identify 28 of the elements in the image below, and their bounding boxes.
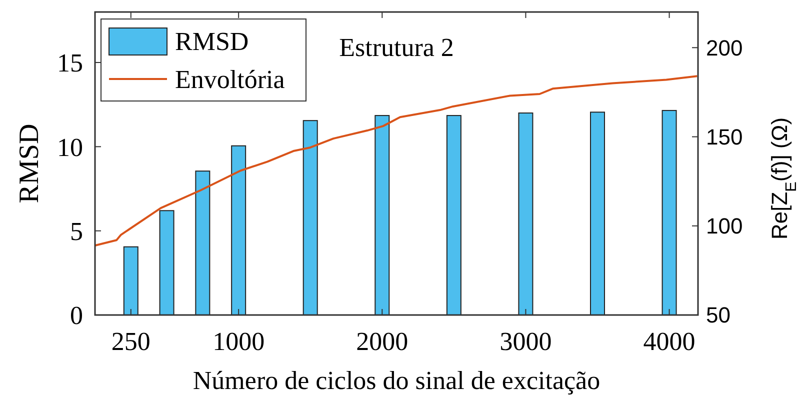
y2-tick-label: 200 [706, 35, 743, 60]
bar [518, 112, 534, 316]
x-tick-label: 1000 [212, 327, 265, 356]
annotation: Estrutura 2 [339, 33, 454, 62]
x-tick-label: 250 [111, 327, 150, 356]
bar [231, 145, 246, 316]
bar [159, 210, 174, 316]
y2-tick-label: 150 [706, 124, 743, 150]
y-tick-label: 0 [70, 301, 83, 330]
bar [446, 115, 462, 316]
x-axis-title: Número de ciclos do sinal de excitação [192, 366, 600, 395]
bar [302, 120, 318, 316]
bar [662, 110, 677, 316]
y-axis-title: RMSD [14, 124, 45, 204]
x-tick-label: 2000 [356, 327, 408, 356]
bar [374, 115, 390, 316]
x-tick-label: 4000 [643, 327, 696, 356]
y-tick-label: 10 [57, 132, 83, 162]
legend-label: RMSD [175, 27, 249, 56]
y2-tick-label: 100 [706, 214, 743, 239]
y-tick-label: 5 [70, 216, 83, 246]
x-tick-label: 3000 [500, 327, 552, 356]
bar [123, 246, 138, 316]
bar [590, 112, 605, 316]
y-tick-label: 15 [57, 48, 83, 78]
legend-label: Envoltória [175, 65, 286, 94]
bar [195, 170, 210, 316]
y2-tick-label: 50 [706, 302, 730, 328]
